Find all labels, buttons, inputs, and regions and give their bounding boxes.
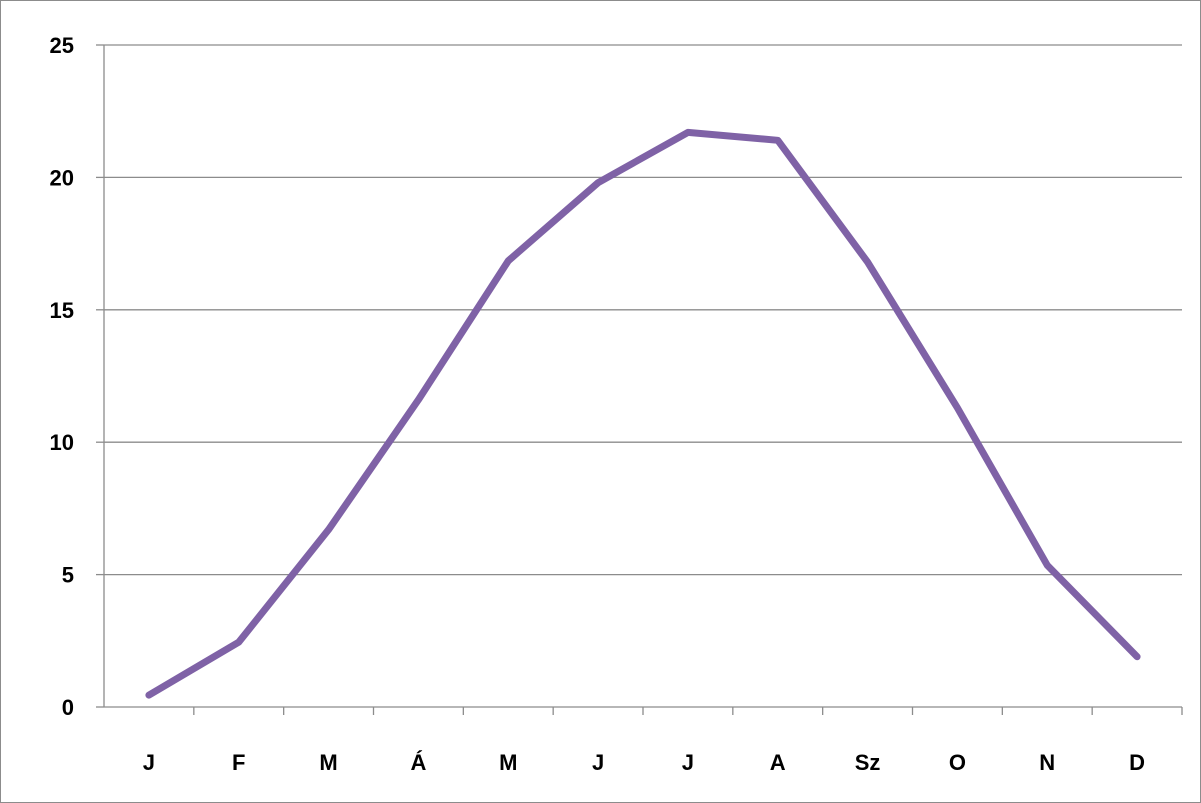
series-line-0 xyxy=(145,128,1141,699)
x-tick-label: D xyxy=(1129,750,1145,775)
data-point xyxy=(148,694,150,696)
y-tick-label: 5 xyxy=(62,563,74,588)
data-point xyxy=(687,131,689,133)
data-point xyxy=(417,399,419,401)
y-tick-label: 25 xyxy=(50,33,74,58)
data-point xyxy=(328,529,330,531)
y-tick-label: 10 xyxy=(50,430,74,455)
x-tick-label: F xyxy=(232,750,245,775)
data-point xyxy=(1136,656,1138,658)
x-tick-label: J xyxy=(682,750,694,775)
data-point xyxy=(956,407,958,409)
y-tick-label: 15 xyxy=(50,298,74,323)
series-layer xyxy=(145,128,1141,699)
x-tick-label: A xyxy=(770,750,786,775)
x-tick-label: N xyxy=(1039,750,1055,775)
x-tick-label: Sz xyxy=(855,750,881,775)
gridlines xyxy=(104,44,1182,576)
tick-labels: 0 5 10 15 20 25 J F M Á M J J A Sz O N D xyxy=(50,33,1146,775)
x-tick-label: M xyxy=(319,750,337,775)
data-point xyxy=(597,182,599,184)
axes xyxy=(96,44,1183,715)
x-tick-label: J xyxy=(143,750,155,775)
data-point xyxy=(507,260,509,262)
y-tick-label: 20 xyxy=(50,165,74,190)
data-point xyxy=(238,641,240,643)
data-point xyxy=(867,261,869,263)
data-point xyxy=(777,139,779,141)
y-tick-label: 0 xyxy=(62,695,74,720)
x-tick-label: M xyxy=(499,750,517,775)
data-point xyxy=(1046,564,1048,566)
x-tick-label: J xyxy=(592,750,604,775)
x-tick-label: O xyxy=(949,750,966,775)
x-tick-label: Á xyxy=(410,750,426,775)
